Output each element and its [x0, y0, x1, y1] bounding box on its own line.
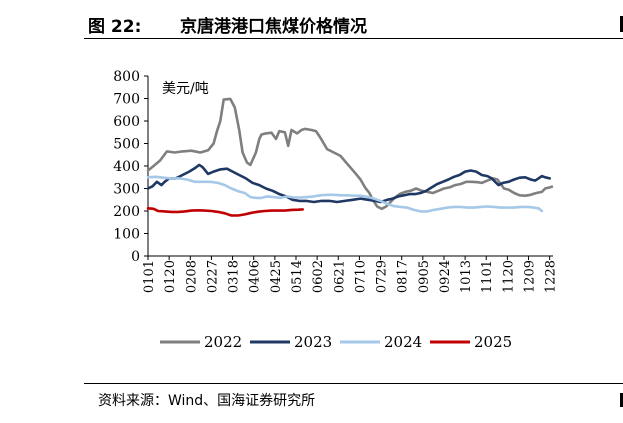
x-tick-label: 1120 — [501, 260, 516, 293]
legend-label-2022: 2022 — [204, 333, 242, 351]
y-tick-label: 700 — [113, 92, 140, 108]
y-tick-label: 100 — [113, 227, 140, 243]
y-tick-label: 0 — [131, 249, 140, 265]
series-layer — [146, 97, 554, 217]
x-tick-label: 0621 — [332, 260, 347, 293]
y-tick-label: 800 — [113, 69, 140, 85]
source-divider — [84, 383, 623, 384]
edge-mark — [620, 16, 623, 32]
legend: 2022 2023 2024 2025 — [160, 333, 512, 351]
figure-title: 京唐港港口焦煤价格情况 — [180, 17, 367, 37]
x-tick-label: 0208 — [184, 260, 199, 293]
x-tick-label: 1101 — [480, 260, 495, 293]
unit-label: 美元/吨 — [162, 81, 209, 97]
legend-label-2023: 2023 — [294, 333, 332, 351]
x-tick-label: 0905 — [417, 260, 432, 293]
figure-label: 图 22: — [88, 17, 142, 37]
series-line-2025 — [146, 207, 304, 217]
legend-label-2024: 2024 — [384, 333, 422, 351]
x-tick-label: 0101 — [142, 260, 157, 293]
x-tick-label: 0602 — [311, 260, 326, 293]
x-tick-label: 1013 — [459, 260, 474, 293]
x-tick-label: 0227 — [205, 260, 220, 293]
figure-title-row: 图 22: 京唐港港口焦煤价格情况 — [84, 8, 623, 39]
x-tick-label: 0710 — [353, 260, 368, 293]
y-tick-label: 500 — [113, 137, 140, 153]
y-tick-label: 600 — [113, 114, 140, 130]
x-tick-label: 0406 — [248, 260, 263, 293]
edge-mark-bottom — [620, 393, 623, 407]
x-tick-label: 0425 — [269, 260, 284, 293]
y-tick-label: 400 — [113, 159, 140, 175]
source-note: 资料来源：Wind、国海证券研究所 — [98, 393, 316, 409]
y-tick-label: 300 — [113, 182, 140, 198]
x-tick-label: 0120 — [163, 260, 178, 293]
x-tick-label: 0318 — [227, 260, 242, 293]
x-tick-label: 1228 — [544, 260, 559, 293]
series-line-2022 — [146, 97, 554, 211]
legend-label-2025: 2025 — [474, 333, 512, 351]
series-line-2024 — [146, 175, 544, 213]
y-tick-label: 200 — [113, 204, 140, 220]
x-tick-label: 0924 — [438, 260, 453, 293]
x-tick-label: 0817 — [396, 260, 411, 293]
series-line-2023 — [146, 163, 551, 204]
x-tick-label: 1209 — [523, 260, 538, 293]
x-tick-label: 0729 — [375, 260, 390, 293]
x-tick-label: 0514 — [290, 260, 305, 293]
chart-axes: 0 100 200 300 400 500 600 700 800 0101 0120 0208 022… — [113, 69, 558, 293]
